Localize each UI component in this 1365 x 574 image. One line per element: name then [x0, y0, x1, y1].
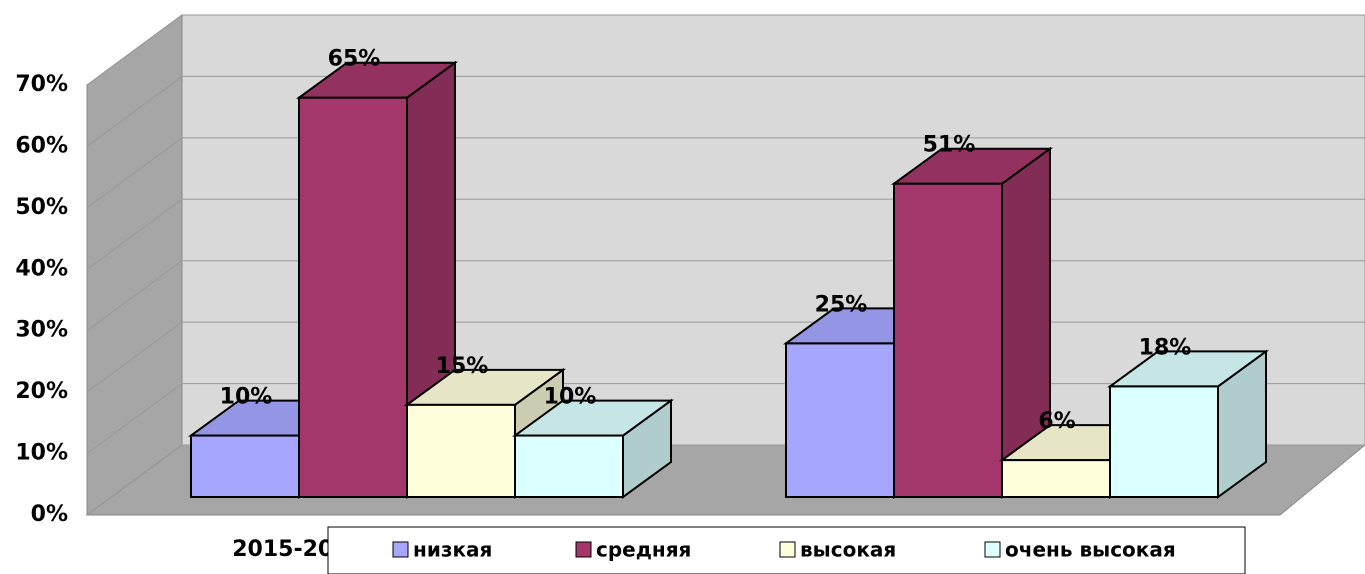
legend-swatch	[984, 541, 1001, 558]
bar	[295, 60, 459, 499]
data-label: 6%	[1038, 409, 1075, 434]
legend-swatch	[779, 541, 796, 558]
grid-line	[86, 137, 183, 209]
legend-label: высокая	[800, 538, 896, 562]
data-label: 65%	[328, 47, 381, 72]
legend-label: очень высокая	[1005, 538, 1176, 562]
grid-line	[86, 76, 183, 147]
legend-swatch	[575, 541, 592, 558]
y-tick-label: 50%	[15, 195, 68, 220]
grid-line	[86, 260, 183, 332]
bar-front	[893, 182, 1003, 498]
grid-line	[86, 14, 183, 86]
bar-front	[190, 434, 300, 499]
data-label: 18%	[1139, 335, 1192, 360]
data-label: 10%	[544, 385, 597, 410]
bar-front	[1001, 459, 1111, 498]
y-tick-label: 30%	[15, 318, 68, 343]
legend-label: низкая	[413, 538, 492, 562]
bar-front	[785, 342, 895, 498]
grid-line	[86, 321, 183, 393]
y-tick-label: 70%	[15, 72, 68, 97]
grid-line	[86, 383, 183, 454]
bar-front	[1109, 385, 1219, 498]
y-tick-label: 10%	[15, 441, 68, 466]
legend-swatch	[392, 541, 409, 558]
grid-line	[86, 198, 183, 270]
data-label: 15%	[436, 354, 489, 379]
legend-label: средняя	[596, 538, 691, 562]
bar	[1106, 349, 1270, 499]
bar-front	[406, 403, 516, 499]
bar	[890, 146, 1054, 499]
bar	[511, 398, 675, 499]
data-label: 10%	[220, 385, 273, 410]
bar-front	[514, 434, 624, 499]
y-tick-label: 0%	[31, 502, 68, 527]
data-label: 51%	[923, 133, 976, 158]
grid-line	[86, 444, 183, 516]
bar-front	[298, 96, 408, 498]
side-wall	[86, 14, 183, 516]
y-tick-label: 40%	[15, 256, 68, 281]
y-tick-label: 60%	[15, 133, 68, 158]
data-label: 25%	[815, 292, 868, 317]
y-tick-label: 20%	[15, 379, 68, 404]
